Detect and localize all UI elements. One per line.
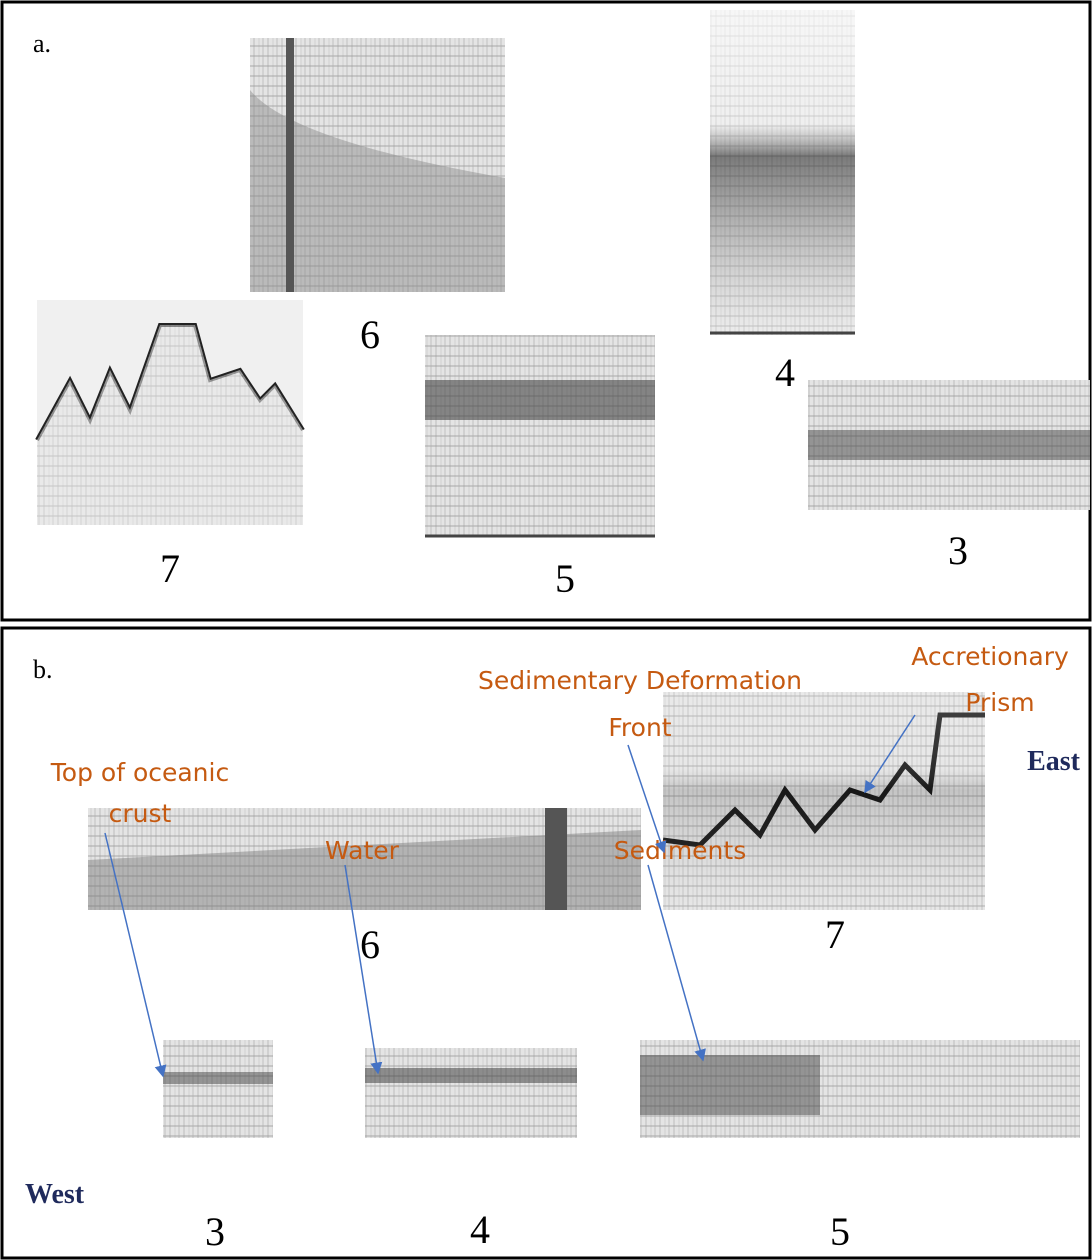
annotation: Sediments	[614, 836, 746, 865]
annotation: Top of oceanic	[50, 758, 229, 787]
panel-b-images	[88, 692, 1080, 1138]
annotation: Sedimentary Deformation	[478, 666, 802, 695]
profile-label: 3	[948, 528, 968, 573]
direction-label: West	[25, 1179, 85, 1210]
panel-a-images	[35, 10, 1090, 538]
panel-b-frame	[0, 626, 1092, 1260]
profile-label: 5	[555, 556, 575, 601]
profile-label: 4	[470, 1207, 490, 1252]
profile-label: 6	[360, 922, 380, 967]
profile-label: 3	[205, 1209, 225, 1254]
annotation: Water	[325, 836, 400, 865]
annotation: Prism	[965, 688, 1034, 717]
arrow	[104, 832, 167, 1078]
annotation: crust	[109, 799, 172, 828]
panel-label: b.	[33, 655, 53, 684]
profile-label: 5	[830, 1209, 850, 1254]
direction-label: East	[1027, 746, 1081, 777]
profile-label: 7	[825, 912, 845, 957]
arrow	[344, 864, 383, 1075]
annotation: Front	[608, 713, 671, 742]
panel-label: a.	[33, 29, 51, 58]
profile-label: 7	[160, 546, 180, 591]
arrow	[864, 714, 916, 794]
arrow	[627, 744, 667, 854]
annotation: Accretionary	[911, 642, 1069, 671]
profile-label: 4	[775, 350, 795, 395]
profile-label: 6	[360, 312, 380, 357]
arrow	[647, 864, 706, 1062]
panel-a-frame	[0, 0, 1092, 622]
